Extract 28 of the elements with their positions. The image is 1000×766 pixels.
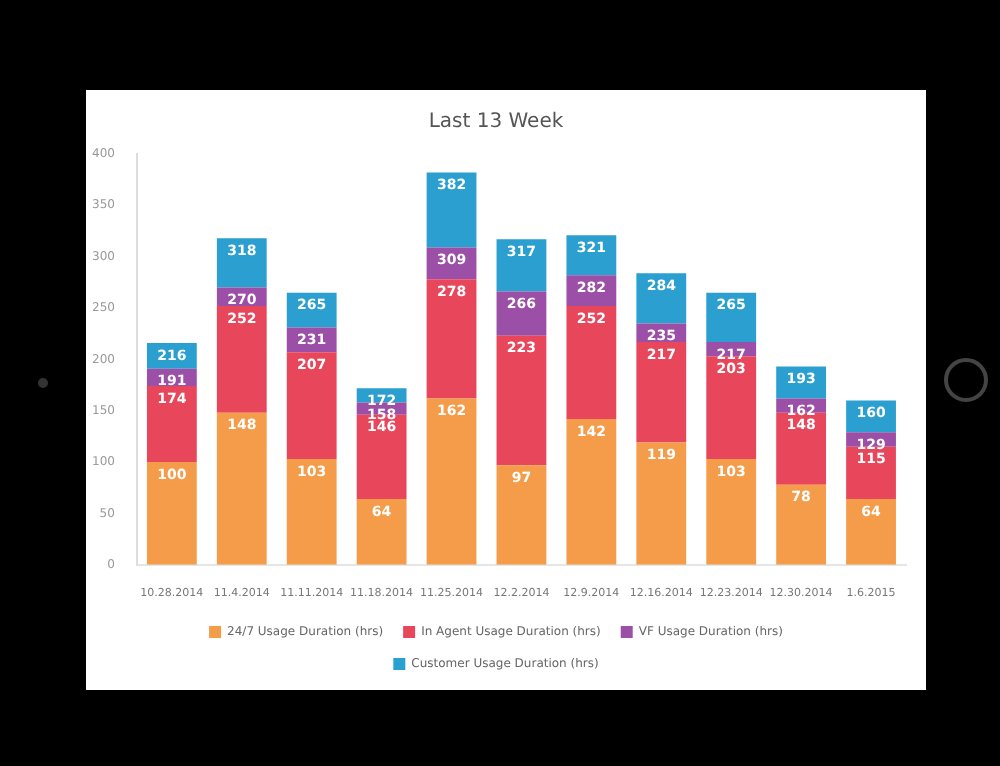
bar	[146, 462, 197, 565]
bar	[286, 459, 337, 565]
bar	[706, 356, 757, 460]
bar	[566, 306, 617, 419]
bar	[216, 306, 267, 413]
bar	[566, 418, 617, 565]
bar	[846, 446, 896, 500]
bar	[426, 398, 477, 565]
bar	[286, 352, 337, 460]
bar	[776, 484, 827, 565]
bar	[566, 235, 617, 276]
bar	[426, 279, 477, 399]
bar	[216, 412, 267, 565]
bar	[776, 412, 827, 485]
bar	[496, 335, 547, 466]
chart-title: Last 13 Week	[428, 111, 564, 134]
bar	[706, 459, 757, 565]
bar	[636, 442, 687, 565]
bar	[356, 499, 407, 565]
bar	[706, 292, 757, 342]
bar	[216, 238, 267, 288]
bar	[146, 386, 197, 463]
bar	[496, 239, 547, 292]
bar	[846, 499, 896, 565]
bar	[636, 273, 687, 324]
bar	[496, 465, 547, 565]
bar	[426, 172, 477, 248]
bar	[636, 341, 687, 443]
